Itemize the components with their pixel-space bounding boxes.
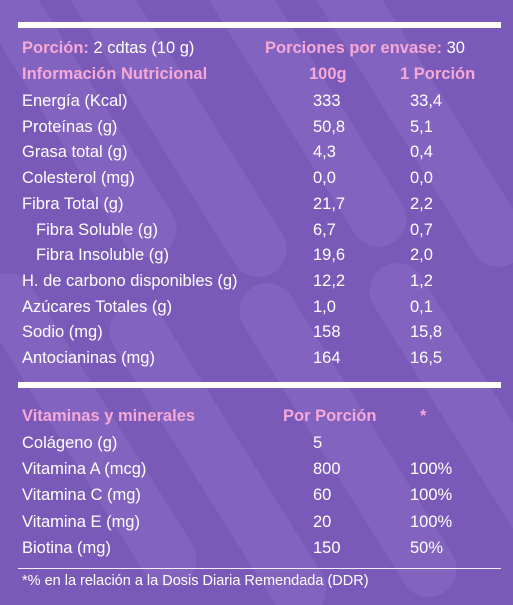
nutrient-value-100g: 158: [313, 323, 341, 342]
nutrition-header-name: Información Nutricional: [22, 65, 208, 83]
nutrient-value-100g: 21,7: [313, 194, 346, 213]
table-row: Colesterol (mg) 0,0 0,0: [0, 166, 513, 190]
vitamin-value-portion: 150: [313, 538, 341, 557]
nutrient-value-100g: 4,3: [313, 143, 336, 162]
vitamin-value-ddr: 100%: [410, 486, 453, 505]
table-row: Colágeno (g) 5: [0, 431, 513, 455]
nutrient-value-portion: 2,0: [410, 246, 433, 265]
nutrient-name: H. de carbono disponibles (g): [22, 271, 238, 290]
table-row: Sodio (mg) 158 15,8: [0, 320, 513, 344]
table-row: Grasa total (g) 4,3 0,4: [0, 140, 513, 164]
nutrient-name: Sodio (mg): [22, 323, 103, 342]
nutrient-value-100g: 12,2: [313, 271, 346, 290]
nutrient-name: Grasa total (g): [22, 143, 128, 162]
nutrient-value-100g: 6,7: [313, 220, 336, 239]
nutrient-name: Energía (Kcal): [22, 92, 128, 110]
vitamin-name: Vitamina E (mg): [22, 512, 140, 531]
nutrient-value-portion: 15,8: [410, 323, 443, 342]
servings-per-container-value: 30: [446, 39, 465, 57]
nutrient-value-portion: 0,4: [410, 143, 433, 162]
table-row: Biotina (mg) 150 50%: [0, 536, 513, 560]
vitamin-value-portion: 20: [313, 512, 332, 531]
nutrient-value-portion: 1,2: [410, 271, 433, 290]
vitamin-value-portion: 5: [313, 434, 323, 452]
vitamin-name: Colágeno (g): [22, 434, 118, 452]
footnote: *% en la relación a la Dosis Diaria Reme…: [22, 573, 369, 589]
table-row: Vitamina C (mg) 60 100%: [0, 483, 513, 507]
nutrient-name: Azúcares Totales (g): [22, 297, 173, 316]
nutrient-value-portion: 0,7: [410, 220, 433, 239]
nutrient-value-100g: 164: [313, 349, 341, 367]
middle-divider: [18, 382, 501, 388]
nutrient-value-portion: 0,1: [410, 297, 433, 316]
serving-row: Porción: 2 cdtas (10 g) Porciones por en…: [0, 36, 513, 60]
vitamin-value-ddr: 100%: [410, 512, 453, 531]
table-row: Azúcares Totales (g) 1,0 0,1: [0, 295, 513, 319]
vitamin-value-ddr: 100%: [410, 460, 453, 479]
serving-label: Porción:: [22, 39, 89, 57]
vitamins-header-name: Vitaminas y minerales: [22, 407, 196, 425]
vitamin-name: Vitamina A (mcg): [22, 460, 147, 479]
nutrient-name: Fibra Insoluble (g): [36, 246, 169, 265]
serving-value: 2 cdtas (10 g): [93, 39, 195, 57]
vitamins-header-ddr: *: [420, 407, 427, 425]
vitamin-name: Biotina (mg): [22, 538, 111, 557]
nutrient-value-100g: 0,0: [313, 169, 336, 188]
table-row: H. de carbono disponibles (g) 12,2 1,2: [0, 269, 513, 293]
table-row: Vitamina E (mg) 20 100%: [0, 510, 513, 534]
table-row: Fibra Insoluble (g) 19,6 2,0: [0, 243, 513, 267]
vitamin-name: Vitamina C (mg): [22, 486, 141, 505]
footnote-divider: [18, 568, 501, 569]
servings-per-container-label: Porciones por envase:: [265, 39, 442, 57]
vitamins-header-portion: Por Porción: [283, 407, 377, 425]
nutrient-value-portion: 16,5: [410, 349, 443, 367]
nutrient-name: Antocianinas (mg): [22, 349, 155, 367]
nutrient-value-100g: 19,6: [313, 246, 346, 265]
nutrient-value-portion: 2,2: [410, 194, 433, 213]
table-row: Fibra Total (g) 21,7 2,2: [0, 192, 513, 216]
table-row: Fibra Soluble (g) 6,7 0,7: [0, 218, 513, 242]
table-row: Energía (Kcal) 333 33,4: [0, 89, 513, 113]
vitamin-value-portion: 800: [313, 460, 341, 479]
nutrient-value-portion: 5,1: [410, 117, 433, 136]
nutrient-value-100g: 1,0: [313, 297, 336, 316]
nutrient-value-portion: 33,4: [410, 92, 443, 110]
table-row: Vitamina A (mcg) 800 100%: [0, 457, 513, 481]
top-divider: [18, 22, 501, 28]
vitamins-header: Vitaminas y minerales Por Porción *: [0, 404, 513, 428]
table-row: Antocianinas (mg) 164 16,5: [0, 346, 513, 370]
nutrient-value-100g: 333: [313, 92, 341, 110]
nutrient-name: Colesterol (mg): [22, 169, 135, 188]
nutrient-name: Proteínas (g): [22, 117, 118, 136]
vitamin-value-ddr: 50%: [410, 538, 444, 557]
nutrient-name: Fibra Total (g): [22, 194, 124, 213]
nutrition-header: Información Nutricional 100g 1 Porción: [0, 62, 513, 86]
nutrition-header-100g: 100g: [309, 65, 347, 83]
nutrient-name: Fibra Soluble (g): [36, 220, 158, 239]
nutrition-header-portion: 1 Porción: [400, 65, 476, 83]
vitamin-value-portion: 60: [313, 486, 332, 505]
table-row: Proteínas (g) 50,8 5,1: [0, 115, 513, 139]
nutrient-value-100g: 50,8: [313, 117, 346, 136]
nutrient-value-portion: 0,0: [410, 169, 433, 188]
